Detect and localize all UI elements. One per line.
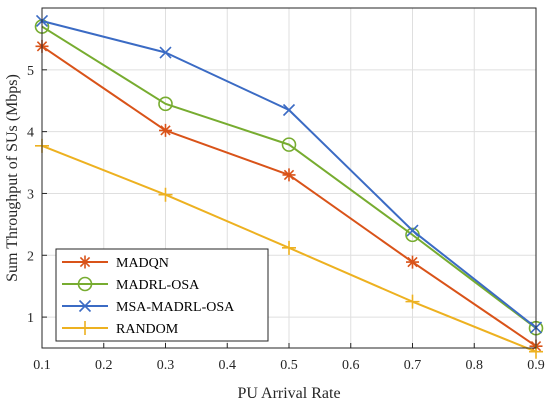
x-axis-label: PU Arrival Rate [237,385,340,402]
x-tick-label: 0.3 [157,358,175,373]
legend: MADQN MADRL-OSA MSA-MADRL-OSA RANDOM [55,248,269,342]
legend-label: RANDOM [116,322,179,337]
axis-ticks: 0.1 0.2 0.3 0.4 0.5 0.6 0.7 0.8 0.9 1 2 3 4 5 [27,64,545,373]
legend-marker [77,276,93,292]
legend-item: MADQN [62,255,169,271]
data-point [405,294,420,309]
data-point [158,96,173,112]
data-point [159,123,172,137]
data-point [406,255,419,269]
y-axis-label: Sum Throughput of SUs (Mbps) [4,74,21,282]
data-point [282,168,296,182]
x-tick-label: 0.6 [342,358,360,373]
legend-label: MADRL-OSA [116,278,200,293]
x-tick-label: 0.8 [466,358,484,373]
y-tick-label: 5 [27,64,34,79]
legend-item: MSA-MADRL-OSA [62,299,235,315]
series-group [34,14,544,359]
y-tick-label: 2 [27,249,34,264]
x-tick-label: 0.4 [219,358,237,373]
legend-box [55,248,269,342]
legend-label: MSA-MADRL-OSA [116,300,235,315]
y-tick-label: 1 [27,311,34,326]
y-tick-label: 3 [27,187,34,202]
legend-item: RANDOM [62,321,179,337]
data-point [282,240,296,255]
data-point [158,187,173,202]
x-tick-label: 0.2 [95,358,113,373]
series-random [35,138,543,359]
legend-label: MADQN [116,256,169,271]
series-line [41,25,537,330]
data-point [159,46,172,59]
data-point [281,137,297,152]
data-point [406,224,419,237]
legend-marker [78,321,92,335]
legend-marker [78,299,92,313]
data-point [282,103,296,117]
x-tick-label: 0.1 [33,358,51,373]
x-tick-label: 0.9 [527,358,545,373]
y-tick-label: 4 [27,126,34,141]
x-tick-label: 0.7 [404,358,422,373]
legend-item: MADRL-OSA [62,276,200,293]
legend-marker [78,255,92,269]
x-tick-label: 0.5 [280,358,298,373]
